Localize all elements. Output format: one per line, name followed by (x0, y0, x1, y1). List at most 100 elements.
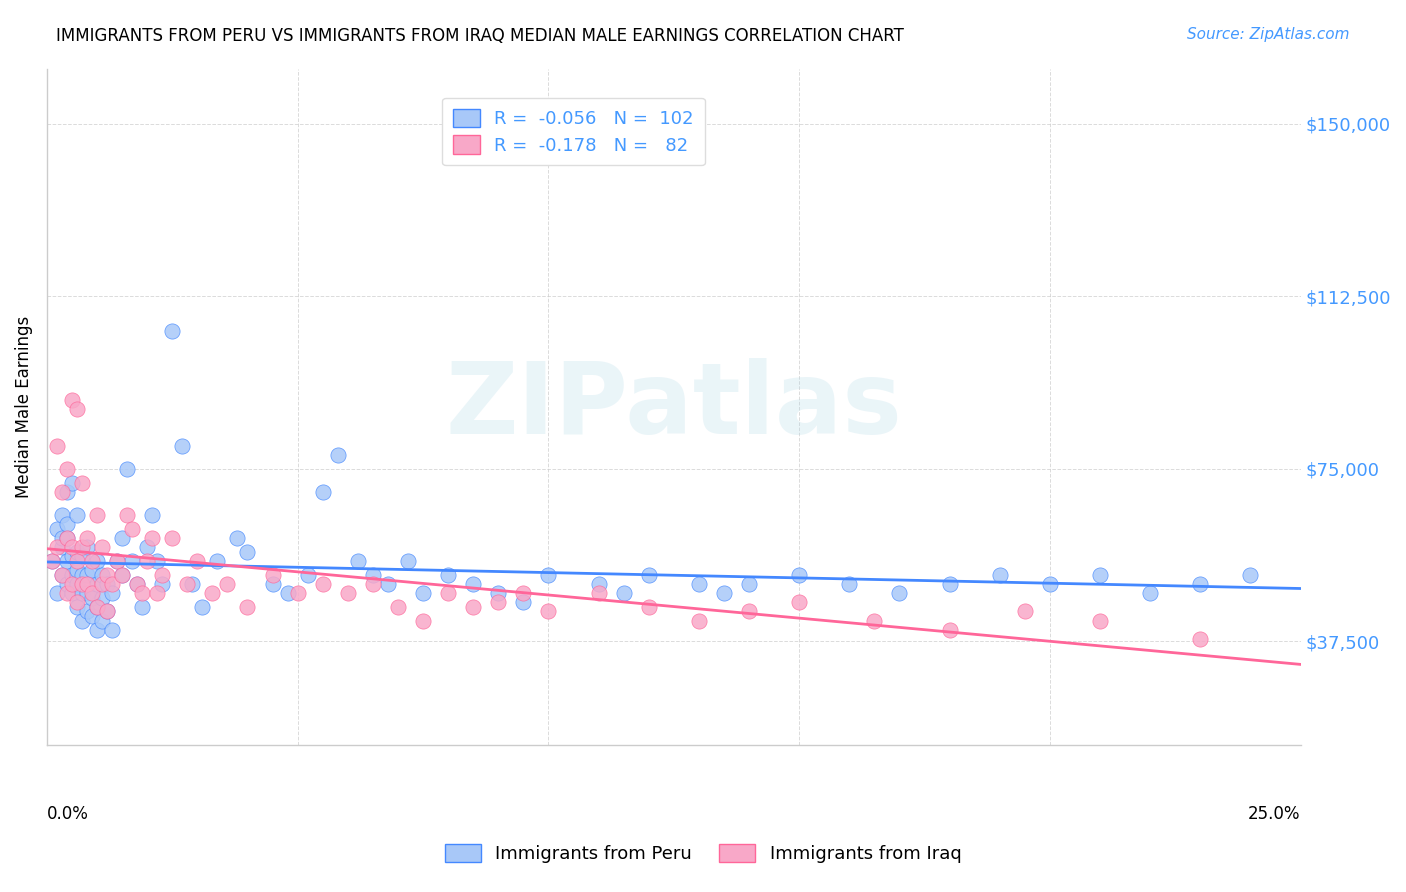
Point (60, 576, 83, 591)
Point (312, 484, 335, 499)
Point (121, 554, 143, 568)
Point (70, 549, 93, 563)
Point (127, 576, 149, 591)
Point (150, 576, 173, 591)
Point (51, 540, 73, 554)
Point (60, 549, 83, 563)
Point (361, 576, 384, 591)
Point (146, 554, 169, 568)
Point (56, 576, 79, 591)
Point (938, 623, 960, 637)
Point (111, 531, 134, 545)
Point (80, 586, 103, 600)
Point (326, 448, 349, 462)
Point (56, 554, 79, 568)
Point (56, 531, 79, 545)
Point (486, 595, 509, 609)
Point (688, 614, 710, 628)
Point (45, 586, 67, 600)
Point (863, 614, 886, 628)
Point (396, 554, 419, 568)
Point (412, 586, 434, 600)
Point (131, 599, 153, 614)
Point (66, 508, 89, 522)
Point (86, 508, 108, 522)
Point (121, 522, 143, 536)
Point (45, 540, 67, 554)
Point (91, 614, 114, 628)
Point (588, 586, 610, 600)
Point (336, 586, 359, 600)
Point (51, 567, 73, 582)
Point (262, 576, 284, 591)
Point (111, 567, 134, 582)
Point (146, 586, 169, 600)
Point (56, 484, 79, 499)
Point (191, 599, 214, 614)
Point (346, 554, 368, 568)
Point (787, 567, 810, 582)
Point (96, 567, 118, 582)
Point (637, 599, 659, 614)
Point (60, 540, 83, 554)
Point (387, 599, 409, 614)
Point (162, 324, 184, 338)
Point (297, 567, 319, 582)
Point (889, 586, 911, 600)
Point (437, 567, 460, 582)
Point (76, 586, 98, 600)
Point (262, 567, 284, 582)
Point (70, 614, 93, 628)
Point (86, 576, 108, 591)
Point (738, 604, 761, 618)
Point (486, 586, 509, 600)
Point (66, 544, 89, 558)
Point (287, 586, 309, 600)
Text: IMMIGRANTS FROM PERU VS IMMIGRANTS FROM IRAQ MEDIAN MALE EARNINGS CORRELATION CH: IMMIGRANTS FROM PERU VS IMMIGRANTS FROM … (56, 27, 904, 45)
Point (76, 531, 98, 545)
Point (51, 567, 73, 582)
Point (86, 623, 108, 637)
Point (141, 531, 163, 545)
Point (76, 540, 98, 554)
Point (60, 392, 83, 407)
Point (236, 544, 259, 558)
Point (101, 623, 124, 637)
Point (226, 531, 249, 545)
Point (66, 554, 89, 568)
Legend: R =  -0.056   N =  102, R =  -0.178   N =   82: R = -0.056 N = 102, R = -0.178 N = 82 (441, 98, 704, 165)
Point (91, 567, 114, 582)
Point (136, 554, 159, 568)
Point (41, 554, 63, 568)
Point (76, 567, 98, 582)
Point (91, 576, 114, 591)
Point (412, 614, 434, 628)
Point (45, 522, 67, 536)
Point (1014, 604, 1036, 618)
Point (56, 531, 79, 545)
Point (56, 586, 79, 600)
Point (236, 599, 259, 614)
Point (56, 461, 79, 475)
Point (66, 576, 89, 591)
Point (96, 604, 118, 618)
Point (76, 604, 98, 618)
Point (1189, 576, 1212, 591)
Point (80, 609, 103, 624)
Point (637, 567, 659, 582)
Point (76, 576, 98, 591)
Point (105, 554, 128, 568)
Point (176, 576, 198, 591)
Text: ZIPatlas: ZIPatlas (446, 358, 903, 455)
Point (312, 576, 335, 591)
Point (1088, 567, 1111, 582)
Point (537, 567, 560, 582)
Point (80, 554, 103, 568)
Point (1139, 586, 1161, 600)
Point (51, 484, 73, 499)
Point (1088, 614, 1111, 628)
Point (131, 586, 153, 600)
Point (70, 475, 93, 490)
Point (70, 576, 93, 591)
Point (80, 563, 103, 577)
